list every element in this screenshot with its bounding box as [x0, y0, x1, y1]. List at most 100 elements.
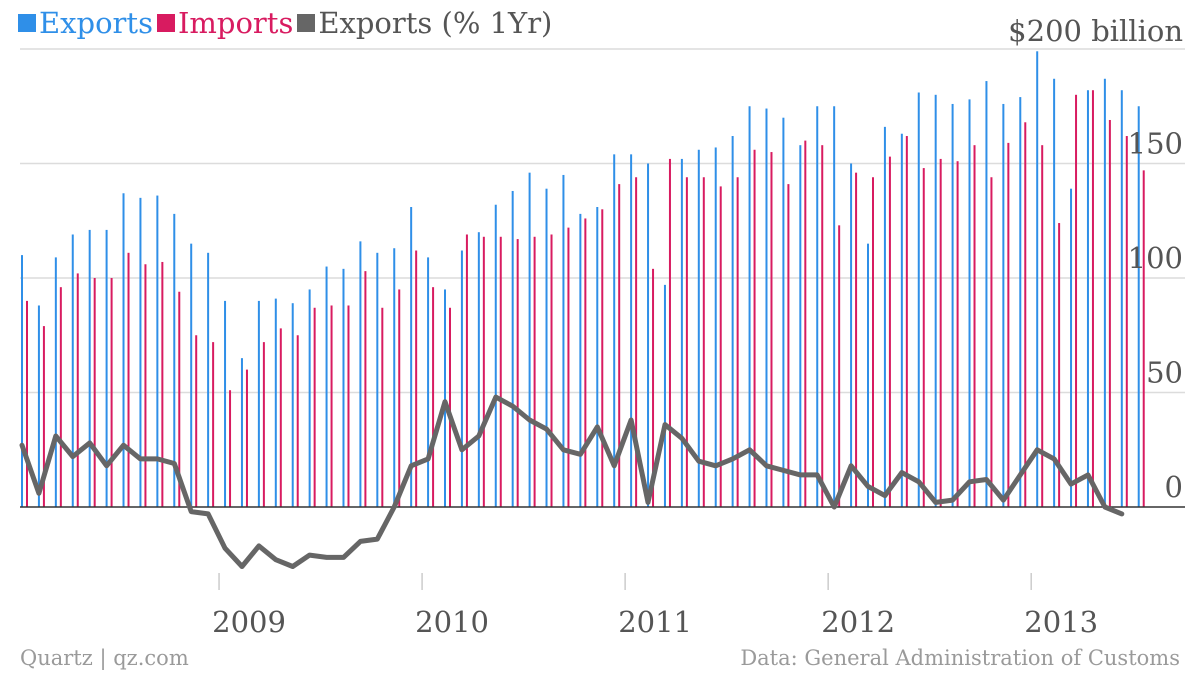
exports-bar — [680, 158, 683, 508]
legend-item-exports: Exports — [18, 6, 153, 40]
exports-bar — [528, 172, 531, 507]
imports-bar — [313, 307, 316, 507]
exports-bar — [393, 248, 396, 508]
imports-bar — [1125, 136, 1128, 507]
imports-bar — [432, 287, 435, 507]
exports-bar — [562, 174, 565, 507]
imports-bar — [516, 239, 519, 507]
imports-bar — [922, 168, 925, 507]
exports-bar — [1137, 106, 1140, 507]
exports-bar — [1070, 188, 1073, 507]
legend-item-yoy: Exports (% 1Yr) — [297, 6, 552, 40]
exports-bar — [274, 298, 277, 507]
footer-source: Data: General Administration of Customs — [740, 646, 1180, 670]
imports-bar — [601, 209, 604, 508]
legend-label-yoy: Exports (% 1Yr) — [318, 6, 553, 40]
imports-bar — [482, 236, 485, 507]
y-tick-50: 50 — [1146, 356, 1183, 390]
imports-bar — [770, 152, 773, 508]
exports-bar — [596, 207, 599, 507]
imports-bar — [93, 278, 96, 507]
exports-bar — [1053, 78, 1056, 508]
exports-bar — [511, 190, 514, 508]
exports-bar — [714, 147, 717, 507]
y-tick-0: 0 — [1165, 470, 1183, 504]
imports-bar — [449, 307, 451, 507]
imports-bar — [347, 305, 350, 507]
imports-bars — [26, 90, 1145, 508]
imports-bar — [26, 300, 28, 507]
imports-bar — [398, 289, 401, 507]
imports-bar — [550, 234, 553, 508]
x-tick-2010: 2010 — [415, 605, 489, 639]
exports-bar — [647, 163, 650, 507]
imports-bar — [584, 218, 587, 507]
exports-bar — [917, 92, 920, 507]
exports-bar — [240, 358, 243, 507]
imports-bar — [719, 186, 722, 507]
exports-bar — [37, 305, 40, 507]
y-tick-100: 100 — [1128, 241, 1183, 275]
exports-bar — [833, 106, 836, 507]
exports-bar — [663, 284, 666, 507]
exports-bar — [782, 117, 785, 507]
imports-bar — [821, 145, 824, 507]
exports-bar — [291, 303, 294, 507]
exports-bar — [1036, 51, 1039, 507]
imports-bar — [533, 236, 536, 507]
exports-bar — [359, 241, 362, 508]
exports-bar — [883, 126, 886, 508]
legend-label-exports: Exports — [39, 6, 153, 40]
exports-bar — [88, 229, 91, 507]
imports-bar — [1142, 170, 1145, 507]
exports-bar — [71, 234, 74, 508]
footer-credit: Quartz | qz.com — [20, 646, 189, 670]
legend-swatch-exports — [18, 14, 36, 32]
imports-bar — [1007, 142, 1010, 507]
imports-bar — [567, 227, 570, 507]
x-axis-ticks: 2009 2010 2011 2012 2013 — [212, 573, 1098, 639]
imports-bar — [245, 369, 248, 507]
exports-bar — [748, 106, 751, 507]
imports-bar — [1041, 145, 1044, 507]
exports-bar — [1103, 78, 1106, 508]
imports-bar — [905, 136, 908, 507]
legend-swatch-yoy — [297, 14, 316, 32]
legend-item-imports: Imports — [156, 6, 293, 40]
imports-bar — [364, 271, 367, 507]
exports-bar — [1019, 97, 1022, 507]
exports-bar — [968, 99, 971, 507]
imports-bar — [939, 158, 942, 508]
imports-bar — [381, 307, 384, 507]
exports-bar — [477, 232, 480, 507]
imports-bar — [262, 342, 265, 507]
x-tick-2009: 2009 — [212, 605, 286, 639]
exports-bar — [325, 266, 328, 507]
imports-bar — [1075, 94, 1078, 508]
exports-bar — [122, 193, 125, 507]
imports-bar — [1058, 223, 1061, 508]
imports-bar — [973, 145, 976, 507]
imports-bar — [652, 268, 655, 507]
imports-bar — [1024, 122, 1027, 507]
exports-bar — [173, 213, 176, 507]
imports-bar — [110, 278, 113, 507]
exports-bar — [444, 289, 446, 507]
exports-bar — [410, 207, 413, 507]
exports-bar — [799, 145, 802, 507]
imports-bar — [855, 172, 858, 507]
exports-bar — [630, 154, 633, 507]
imports-bar — [76, 273, 79, 507]
imports-bar — [212, 342, 215, 507]
exports-bar — [342, 268, 345, 507]
exports-bar — [460, 250, 463, 507]
exports-bar — [697, 149, 700, 507]
x-tick-2012: 2012 — [821, 605, 895, 639]
imports-bar — [838, 225, 841, 507]
exports-bar — [934, 94, 937, 508]
imports-bar — [702, 177, 705, 508]
x-tick-2013: 2013 — [1024, 605, 1098, 639]
imports-bar — [465, 234, 468, 508]
imports-bar — [685, 177, 688, 508]
